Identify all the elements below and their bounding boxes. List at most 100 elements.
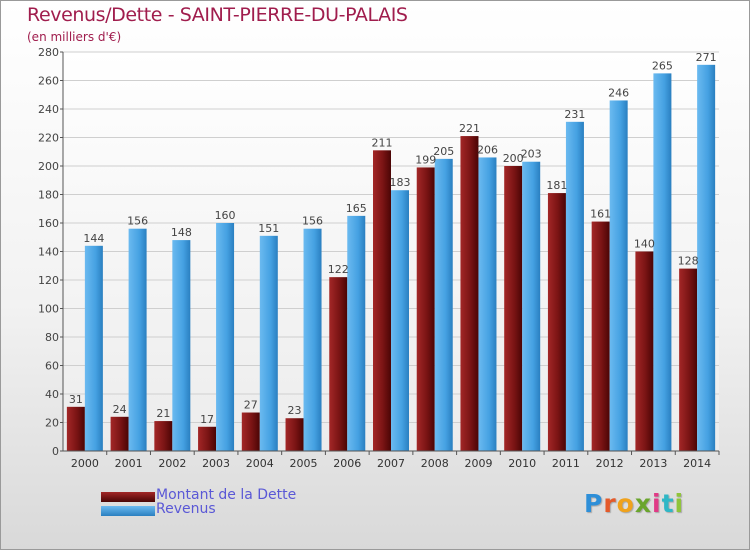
data-label: 221: [459, 122, 480, 135]
data-label: 23: [288, 404, 302, 417]
data-label: 246: [608, 86, 629, 99]
data-label: 160: [215, 209, 236, 222]
x-tick-label: 2001: [115, 457, 143, 470]
chart-title: Revenus/Dette - SAINT-PIERRE-DU-PALAIS: [27, 4, 408, 26]
proxiti-logo: Proxiti: [584, 489, 684, 518]
data-label: 165: [346, 202, 367, 215]
data-label: 148: [171, 226, 192, 239]
bar-dette: [547, 193, 566, 451]
logo-letter: t: [661, 489, 675, 518]
logo-letter: o: [616, 489, 635, 518]
data-label: 203: [521, 148, 542, 161]
data-label: 151: [258, 222, 279, 235]
y-tick-label: 120: [38, 274, 59, 287]
data-label: 161: [590, 208, 611, 221]
bar-revenus: [259, 235, 278, 451]
x-tick-label: 2004: [246, 457, 274, 470]
bar-revenus: [303, 228, 322, 451]
data-label: 181: [546, 179, 567, 192]
data-label: 31: [69, 393, 83, 406]
data-label: 183: [390, 176, 411, 189]
bar-revenus: [609, 100, 628, 451]
bar-dette: [66, 406, 85, 451]
y-tick-label: 0: [52, 445, 59, 458]
bar-dette: [504, 166, 523, 451]
logo-letter: i: [652, 489, 662, 518]
bar-revenus: [84, 245, 103, 451]
x-tick-label: 2014: [683, 457, 711, 470]
y-tick-label: 100: [38, 303, 59, 316]
data-label: 199: [415, 153, 436, 166]
bar-dette: [285, 418, 304, 451]
logo-letter: x: [634, 489, 652, 518]
legend-swatch-revenus: [101, 506, 155, 516]
legend-label-dette: Montant de la Dette: [156, 487, 297, 503]
bar-revenus: [697, 64, 716, 451]
x-tick-label: 2012: [596, 457, 624, 470]
bar-revenus: [347, 215, 366, 451]
data-label: 205: [433, 145, 454, 158]
x-tick-label: 2011: [552, 457, 580, 470]
x-tick-label: 2008: [421, 457, 449, 470]
bar-revenus: [565, 121, 584, 451]
y-tick-label: 180: [38, 189, 59, 202]
bar-revenus: [216, 223, 235, 451]
bar-dette: [198, 426, 217, 451]
bar-dette: [416, 167, 435, 452]
y-tick-label: 60: [45, 360, 59, 373]
data-label: 271: [696, 51, 717, 64]
bar-revenus: [653, 73, 672, 451]
y-tick-label: 80: [45, 331, 59, 344]
data-label: 140: [634, 238, 655, 251]
x-tick-label: 2009: [464, 457, 492, 470]
data-label: 200: [503, 152, 524, 165]
y-tick-label: 40: [45, 388, 59, 401]
data-label: 17: [200, 413, 214, 426]
x-tick-label: 2006: [333, 457, 361, 470]
data-label: 206: [477, 143, 498, 156]
x-tick-label: 2005: [290, 457, 318, 470]
logo-letter: i: [674, 489, 685, 518]
data-label: 211: [372, 136, 393, 149]
data-label: 27: [244, 399, 258, 412]
bar-dette: [460, 136, 479, 451]
bar-revenus: [391, 190, 409, 451]
bar-dette: [635, 251, 654, 451]
data-label: 231: [564, 108, 585, 121]
y-tick-label: 200: [38, 160, 59, 173]
bar-dette: [154, 421, 173, 451]
y-tick-label: 140: [38, 246, 59, 259]
legend-label-revenus: Revenus: [156, 501, 216, 517]
y-tick-label: 240: [38, 103, 59, 116]
x-tick-label: 2003: [202, 457, 230, 470]
bar-revenus: [478, 157, 497, 451]
bar-revenus: [172, 240, 191, 451]
data-label: 21: [156, 407, 170, 420]
bar-dette: [329, 277, 348, 451]
x-tick-label: 2010: [508, 457, 536, 470]
bar-dette: [591, 221, 610, 451]
legend-swatch-dette: [101, 492, 155, 502]
y-tick-label: 20: [45, 417, 59, 430]
y-tick-label: 280: [38, 46, 59, 59]
logo-letter: P: [584, 489, 604, 518]
logo-letter: r: [603, 489, 617, 518]
bar-dette: [679, 268, 698, 451]
y-tick-label: 220: [38, 132, 59, 145]
chart-subtitle: (en milliers d'€): [27, 30, 122, 44]
bar-dette: [241, 412, 260, 451]
bar-revenus: [128, 228, 147, 451]
data-label: 24: [113, 403, 127, 416]
bar-dette: [373, 150, 391, 451]
bar-revenus: [522, 161, 541, 451]
data-label: 144: [83, 232, 104, 245]
data-label: 128: [678, 255, 699, 268]
x-tick-label: 2002: [158, 457, 186, 470]
y-tick-label: 160: [38, 217, 59, 230]
y-tick-label: 260: [38, 75, 59, 88]
data-label: 156: [127, 215, 148, 228]
bar-revenus: [434, 158, 453, 451]
data-label: 122: [328, 263, 349, 276]
